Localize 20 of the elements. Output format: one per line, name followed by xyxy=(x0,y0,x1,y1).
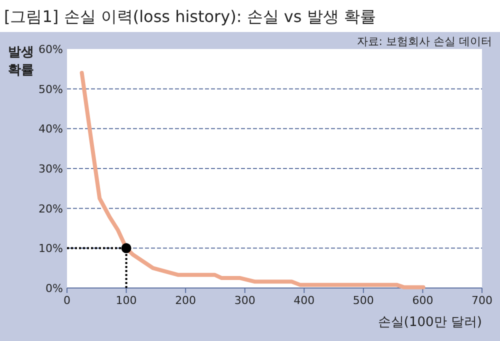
y-tick-label: 50% xyxy=(38,82,63,96)
y-tick-label: 30% xyxy=(38,162,63,176)
text: 자료: 보험회사 손실 데이터 xyxy=(356,35,492,48)
x-tick-label: 0 xyxy=(64,294,70,307)
x-tick-label: 100 xyxy=(116,294,137,307)
y-axis-title: 발생 확률 xyxy=(8,45,34,78)
x-tick-label: 500 xyxy=(352,294,374,307)
x-tick-label: 200 xyxy=(175,294,196,307)
y-tick-label: 0% xyxy=(46,282,63,295)
y-tick-label: 20% xyxy=(38,202,63,216)
x-tick-label: 300 xyxy=(234,294,256,307)
chart-title: [그림1] 손실 이력(loss history): 손실 vs 발생 확률 xyxy=(4,7,376,26)
y-tick-label: 60% xyxy=(38,43,63,56)
y-tick-label: 10% xyxy=(38,242,63,256)
x-tick-label: 600 xyxy=(412,294,434,307)
y-tick-label: 40% xyxy=(38,122,63,136)
x-axis-title: 손실(100만 달러) xyxy=(378,315,482,330)
x-tick-label: 700 xyxy=(472,294,492,307)
x-tick-label: 400 xyxy=(294,294,315,307)
line-series xyxy=(80,70,426,290)
